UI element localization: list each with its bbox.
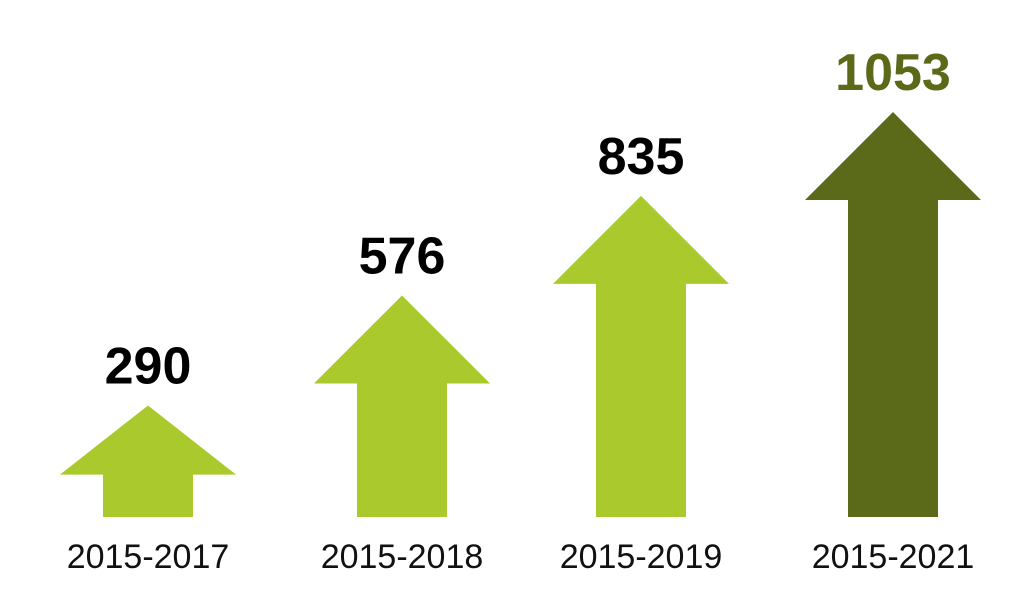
arrow-bar-2 <box>314 295 490 517</box>
value-label-2: 576 <box>359 227 446 285</box>
arrow-bar-3 <box>553 195 729 517</box>
arrow-bar-1 <box>60 405 236 517</box>
value-label-3: 835 <box>598 128 685 186</box>
value-label-4: 1053 <box>835 44 951 102</box>
category-label-4: 2015-2021 <box>812 538 975 576</box>
category-label-1: 2015-2017 <box>67 538 230 576</box>
arrow-bar-4 <box>805 112 981 517</box>
value-label-1: 290 <box>105 337 192 395</box>
category-label-2: 2015-2018 <box>321 538 484 576</box>
category-label-3: 2015-2019 <box>560 538 723 576</box>
